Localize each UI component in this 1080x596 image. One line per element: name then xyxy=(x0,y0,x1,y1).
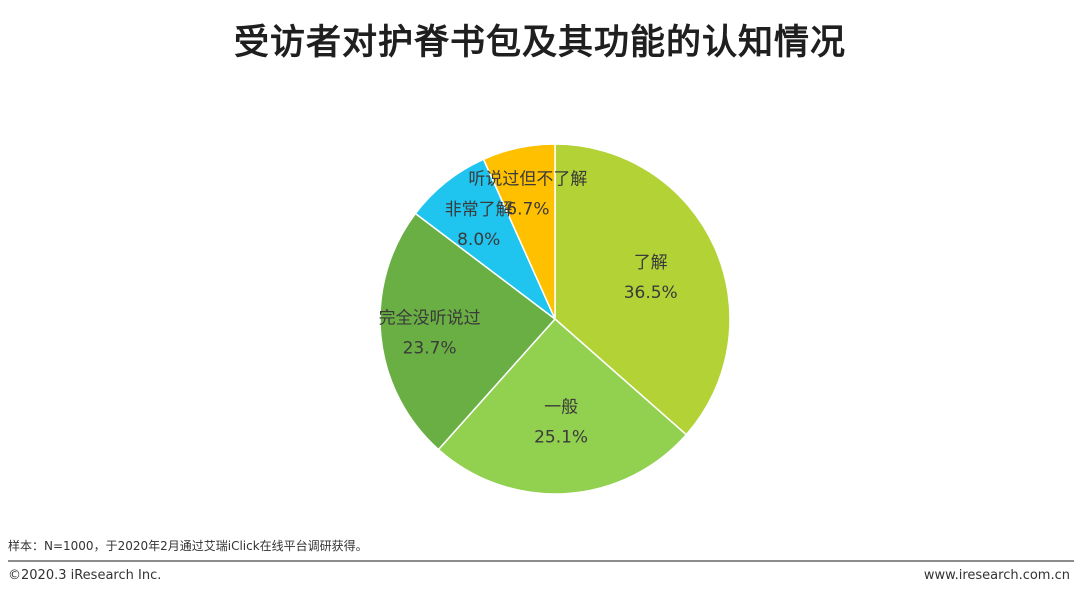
slice-name-label: 了解 xyxy=(634,253,668,273)
pie-slice-2 xyxy=(437,317,688,495)
copyright-text: ©2020.3 iResearch Inc. xyxy=(8,568,162,583)
footer-divider xyxy=(8,560,1074,562)
slice-value-label: 6.7% xyxy=(506,199,549,219)
pie-labels: 了解 36.5% 一般 25.1% 完全没听说过 23.7% 非常了解 8.0% 听说过但不了解… xyxy=(379,169,678,447)
pie-slice-3 xyxy=(379,212,557,451)
sample-note: 样本：N=1000，于2020年2月通过艾瑞iClick在线平台调研获得。 xyxy=(8,539,368,553)
slice-value-label: 36.5% xyxy=(624,283,678,303)
pie-slice-5 xyxy=(482,143,556,320)
website-link[interactable]: www.iresearch.com.cn xyxy=(923,568,1070,583)
chart-title: 受访者对护脊书包及其功能的认知情况 xyxy=(233,23,846,63)
pie-slices xyxy=(379,143,731,495)
slice-value-label: 8.0% xyxy=(457,230,500,250)
slice-name-label: 听说过但不了解 xyxy=(468,169,587,189)
slice-value-label: 25.1% xyxy=(534,427,588,447)
slice-name-label: 非常了解 xyxy=(445,200,513,220)
pie-slice-1 xyxy=(554,143,731,436)
slice-value-label: 23.7% xyxy=(403,338,457,358)
slice-name-label: 一般 xyxy=(544,397,578,417)
slice-name-label: 完全没听说过 xyxy=(379,308,481,328)
